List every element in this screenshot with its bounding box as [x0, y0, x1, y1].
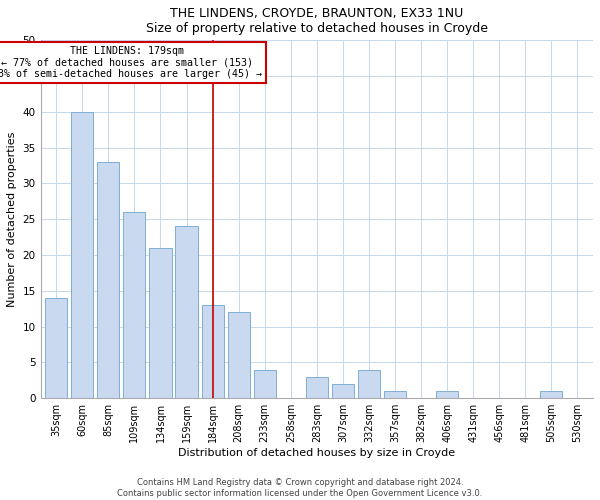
Bar [540, 391, 562, 398]
Bar [332, 384, 354, 398]
Bar [45, 298, 67, 398]
Title: THE LINDENS, CROYDE, BRAUNTON, EX33 1NU
Size of property relative to detached ho: THE LINDENS, CROYDE, BRAUNTON, EX33 1NU … [146, 7, 488, 35]
Text: THE LINDENS: 179sqm
← 77% of detached houses are smaller (153)
23% of semi-detac: THE LINDENS: 179sqm ← 77% of detached ho… [0, 46, 262, 79]
Bar [384, 391, 406, 398]
Bar [306, 377, 328, 398]
Bar [175, 226, 197, 398]
Bar [149, 248, 172, 398]
Bar [227, 312, 250, 398]
Y-axis label: Number of detached properties: Number of detached properties [7, 132, 17, 307]
Bar [254, 370, 276, 398]
Bar [124, 212, 145, 398]
Bar [97, 162, 119, 398]
Bar [202, 305, 224, 398]
Bar [358, 370, 380, 398]
Text: Contains HM Land Registry data © Crown copyright and database right 2024.
Contai: Contains HM Land Registry data © Crown c… [118, 478, 482, 498]
Bar [436, 391, 458, 398]
X-axis label: Distribution of detached houses by size in Croyde: Distribution of detached houses by size … [178, 448, 455, 458]
Bar [71, 112, 94, 399]
